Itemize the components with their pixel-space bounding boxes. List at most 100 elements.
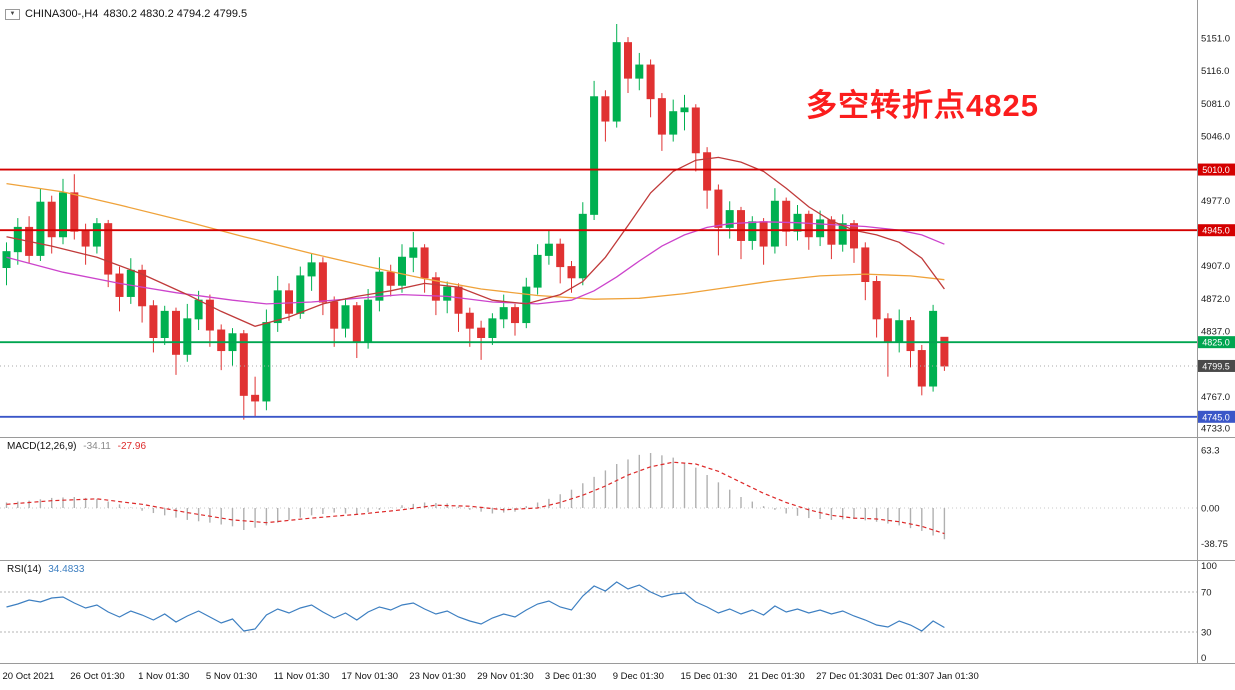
rsi-axis-tick: 100: [1201, 561, 1217, 572]
price-level-badge-text: 4945.0: [1202, 226, 1230, 236]
price-axis-tick: 4907.0: [1201, 261, 1230, 272]
candle-body: [307, 262, 316, 277]
candle-body: [680, 107, 689, 113]
candle-body: [2, 251, 11, 269]
price-level-badge: [1198, 336, 1235, 349]
candle-body: [59, 192, 67, 238]
chart-annotation: 多空转折点4825: [806, 88, 1039, 123]
macd-main-value: -34.11: [83, 441, 111, 452]
candle-body: [296, 275, 305, 314]
macd-signal-line: [6, 461, 945, 535]
candle-body: [409, 247, 418, 258]
price-axis-tick: 4977.0: [1201, 196, 1230, 207]
candle-body: [759, 221, 768, 247]
candle-body: [567, 266, 576, 279]
time-label: 5 Nov 01:30: [205, 671, 258, 682]
symbol-title: CHINA300-,H4: [25, 8, 99, 20]
time-label: 20 Oct 2021: [2, 671, 55, 682]
price-level-badge-text: 5010.0: [1202, 165, 1230, 175]
time-label: 7 Jan 01:30: [929, 671, 979, 682]
macd-name: MACD(12,26,9): [7, 441, 77, 452]
candle-body: [386, 271, 395, 286]
macd-axis-tick: -38.75: [1201, 539, 1228, 550]
candle-body: [635, 64, 644, 79]
candle-body: [533, 254, 542, 288]
time-label: 11 Nov 01:30: [273, 671, 330, 682]
candle-body: [816, 219, 825, 238]
time-label: 9 Dec 01:30: [612, 671, 664, 682]
rsi-value: 34.4833: [48, 564, 85, 575]
candle-body: [556, 243, 565, 268]
price-axis-tick: 5081.0: [1201, 99, 1230, 110]
ma-red: [6, 156, 945, 327]
candle-body: [511, 307, 519, 324]
candle-body: [239, 333, 248, 396]
macd-histogram: [5, 453, 946, 540]
candle-body: [646, 64, 655, 100]
chevron-down-icon[interactable]: ▼: [5, 8, 20, 20]
rsi-line: [6, 581, 945, 632]
candle-body: [872, 281, 881, 320]
time-label: 3 Dec 01:30: [544, 671, 597, 682]
candle-body: [431, 277, 440, 301]
candle-body: [714, 189, 723, 228]
time-axis[interactable]: 20 Oct 2021 26 Oct 01:30 1 Nov 01:30 5 Nov …: [0, 663, 1235, 690]
candle-body: [36, 201, 45, 256]
candle-body: [883, 318, 892, 342]
price-level-badge-text: 4825.0: [1202, 338, 1230, 348]
candle-body: [782, 200, 791, 232]
candle-body: [443, 286, 452, 301]
candle-body: [115, 273, 124, 297]
price-axis-tick: 4733.0: [1201, 424, 1230, 435]
candle-body: [748, 221, 757, 241]
candle-body: [578, 213, 587, 279]
candle-body: [194, 299, 203, 320]
candle-body: [895, 320, 904, 342]
ma-orange: [6, 182, 945, 300]
macd-axis-tick: 63.3: [1201, 446, 1220, 457]
price-axis-tick: 5046.0: [1201, 131, 1230, 142]
candle-body: [838, 223, 847, 245]
price-axis-tick: 4837.0: [1201, 326, 1230, 337]
candle-body: [827, 219, 836, 245]
candle-body: [375, 271, 384, 301]
candle-body: [262, 322, 271, 402]
candle-body: [149, 305, 158, 338]
candle-body: [273, 290, 282, 324]
candle-body: [861, 247, 870, 283]
candle-body: [737, 210, 745, 241]
macd-axis-tick: 0.00: [1201, 503, 1220, 514]
ma-magenta: [6, 221, 945, 305]
rsi-axis-tick: 0: [1201, 653, 1206, 663]
candle-body: [601, 96, 610, 122]
rsi-panel[interactable]: 100 70 30 0: [0, 560, 1235, 663]
time-label: 17 Nov 01:30: [341, 671, 399, 682]
candle-body: [612, 42, 621, 122]
time-label: 15 Dec 01:30: [680, 671, 738, 682]
candle-body: [398, 256, 406, 286]
time-label: 23 Nov 01:30: [409, 671, 466, 682]
candle-body: [488, 318, 497, 338]
candle-body: [544, 243, 553, 256]
candle-body: [522, 286, 531, 324]
candle-body: [92, 223, 101, 247]
time-label: 1 Nov 01:30: [138, 671, 190, 682]
candle-body: [364, 299, 373, 342]
price-level-badge-text: 4799.5: [1202, 361, 1230, 371]
rsi-axis-tick: 30: [1201, 628, 1212, 639]
candle-body: [81, 230, 90, 247]
candle-body: [454, 286, 463, 314]
candle-body: [917, 350, 926, 387]
candle-body: [691, 107, 700, 154]
price-chart-panel[interactable]: 5151.0 5116.0 5081.0 5046.0 4977.0 4907.0 4872…: [0, 0, 1235, 437]
candle-body: [217, 329, 226, 352]
price-level-badge: [1198, 410, 1235, 423]
time-label: 27 Dec 01:30: [816, 671, 873, 682]
candle-body: [420, 247, 429, 279]
candle-body: [770, 200, 779, 247]
candle-body: [172, 310, 180, 355]
candle-body: [160, 310, 169, 338]
macd-panel[interactable]: 63.3 0.00 -38.75: [0, 437, 1235, 560]
price-level-badge: [1198, 224, 1235, 237]
price-level-badge-text: 4745.0: [1202, 412, 1230, 422]
